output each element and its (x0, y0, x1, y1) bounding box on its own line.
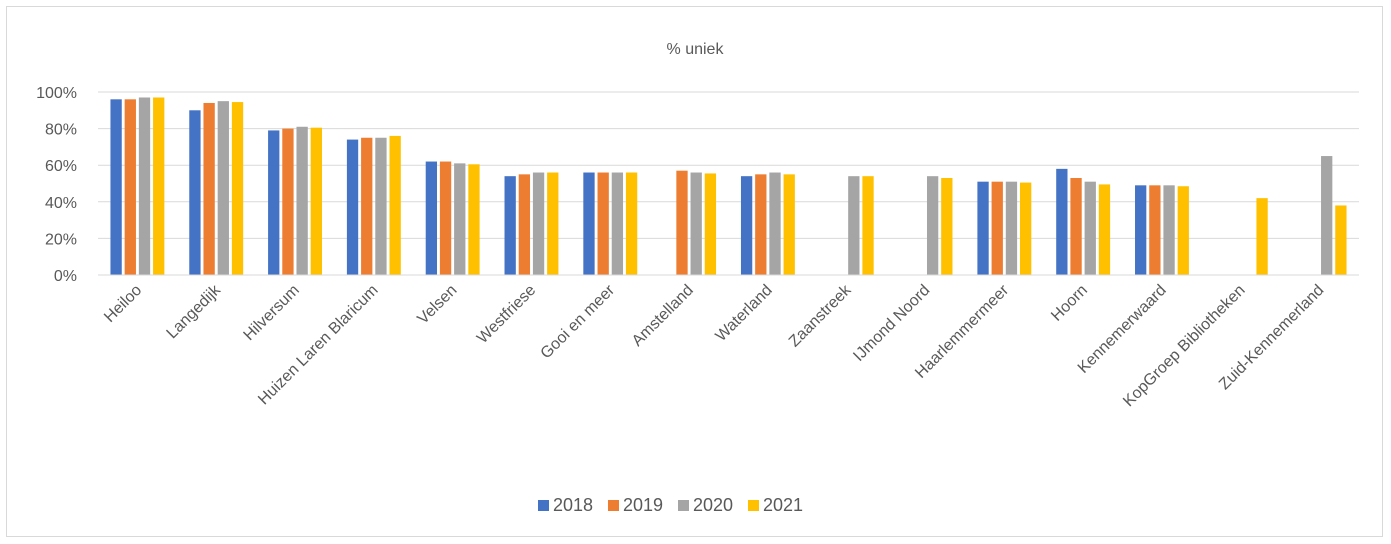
bar-2021-heiloo (153, 97, 165, 276)
y-tick-label: 40% (45, 195, 77, 212)
bar-2021-kopgroep-bibliotheken (1256, 198, 1268, 275)
bar-2020-zuid-kennemerland (1321, 156, 1333, 275)
bar-2018-hoorn (1056, 168, 1068, 275)
x-tick-label: Zaanstreek (786, 281, 855, 350)
bar-chart: % uniek 0% 20% 40% 60% 80% 100% Heiloo Langedi… (36, 41, 1359, 515)
bar-2020-zaanstreek (848, 176, 860, 275)
bar-2021-zaanstreek (862, 176, 874, 275)
bar-2020-langedijk (217, 101, 229, 276)
bar-2018-waterland (740, 176, 753, 275)
bar-2019-kennemerwaard (1149, 185, 1161, 275)
bar-2018-westfriese (504, 176, 516, 275)
legend-label-2019: 2019 (623, 495, 663, 515)
bar-2019-hilversum (282, 128, 294, 275)
bar-2021-huizen-laren-blaricum (389, 135, 401, 275)
bar-2018-huizen-laren-blaricum (346, 139, 359, 275)
bar-2020-huizen-laren-blaricum (375, 137, 387, 275)
bar-2020-hoorn (1084, 181, 1096, 275)
bar-2020-gooi-en-meer (611, 172, 624, 275)
x-tick-label: Waterland (713, 282, 776, 345)
legend-swatch-2019 (608, 500, 619, 511)
x-tick-label: Velsen (414, 282, 460, 328)
legend-label-2021: 2021 (763, 495, 803, 515)
bar-2020-waterland (769, 172, 781, 275)
bar-2018-heiloo (110, 99, 122, 275)
bar-2020-haarlemmermeer (1005, 181, 1018, 275)
legend-label-2018: 2018 (553, 495, 593, 515)
bar-2021-kennemerwaard (1177, 186, 1189, 275)
bar-2019-velsen (439, 161, 452, 275)
bar-2019-langedijk (203, 102, 215, 275)
bar-2021-hoorn (1098, 184, 1111, 275)
legend-swatch-2018 (538, 500, 549, 511)
bar-2019-hoorn (1070, 178, 1082, 275)
legend-swatch-2020 (678, 500, 689, 511)
legend: 2018 2019 2020 2021 (538, 495, 803, 515)
bar-2019-amstelland (676, 170, 688, 275)
chart-title: % uniek (667, 41, 725, 58)
y-axis-ticks: 0% 20% 40% 60% 80% 100% (36, 85, 77, 285)
bar-2021-ijmond-noord (941, 178, 953, 275)
bar-2020-ijmond-noord (926, 176, 939, 275)
chart-frame: % uniek 0% 20% 40% 60% 80% 100% Heiloo Langedi… (6, 6, 1383, 537)
x-tick-label: Westfriese (474, 282, 539, 347)
bar-2021-amstelland (704, 173, 717, 275)
x-tick-label: Hoorn (1048, 282, 1091, 325)
legend-label-2020: 2020 (693, 495, 733, 515)
x-tick-label: IJmond Noord (850, 282, 933, 365)
x-tick-label: Hilversum (241, 282, 303, 344)
y-tick-label: 0% (54, 268, 77, 285)
bar-2021-velsen (468, 164, 480, 275)
x-tick-label: Amstelland (629, 282, 697, 350)
bar-2021-waterland (783, 174, 795, 275)
x-tick-label: Langedijk (164, 281, 225, 342)
bar-2019-haarlemmermeer (991, 181, 1003, 275)
bar-2018-haarlemmermeer (977, 181, 989, 275)
bar-2018-hilversum (268, 130, 280, 275)
x-tick-label: Gooi en meer (538, 281, 619, 362)
bar-2018-velsen (425, 161, 438, 275)
bar-2020-velsen (454, 163, 466, 275)
legend-swatch-2021 (748, 500, 759, 511)
bar-2019-gooi-en-meer (597, 172, 609, 275)
bar-2018-langedijk (189, 110, 201, 275)
bar-2020-hilversum (296, 126, 308, 276)
bar-2020-kennemerwaard (1163, 185, 1175, 275)
bar-2019-huizen-laren-blaricum (361, 137, 373, 275)
bar-2021-westfriese (547, 172, 559, 275)
x-tick-label: Heiloo (101, 282, 145, 326)
bar-2018-gooi-en-meer (583, 172, 595, 275)
bar-2021-langedijk (231, 102, 244, 275)
y-tick-label: 80% (45, 122, 77, 139)
bar-2020-heiloo (138, 97, 151, 276)
bar-2021-zuid-kennemerland (1335, 205, 1347, 275)
bar-2021-gooi-en-meer (625, 172, 638, 275)
bar-2019-waterland (755, 174, 767, 275)
bar-2020-amstelland (690, 172, 702, 275)
bar-2020-westfriese (532, 172, 545, 275)
bar-2019-heiloo (124, 99, 136, 275)
bar-2019-westfriese (518, 174, 531, 275)
bars (98, 97, 1359, 276)
bar-2021-haarlemmermeer (1019, 182, 1032, 275)
y-tick-label: 100% (36, 85, 77, 102)
y-tick-label: 20% (45, 231, 77, 248)
bar-2018-kennemerwaard (1135, 185, 1147, 275)
bar-2021-hilversum (310, 127, 322, 275)
y-tick-label: 60% (45, 158, 77, 175)
